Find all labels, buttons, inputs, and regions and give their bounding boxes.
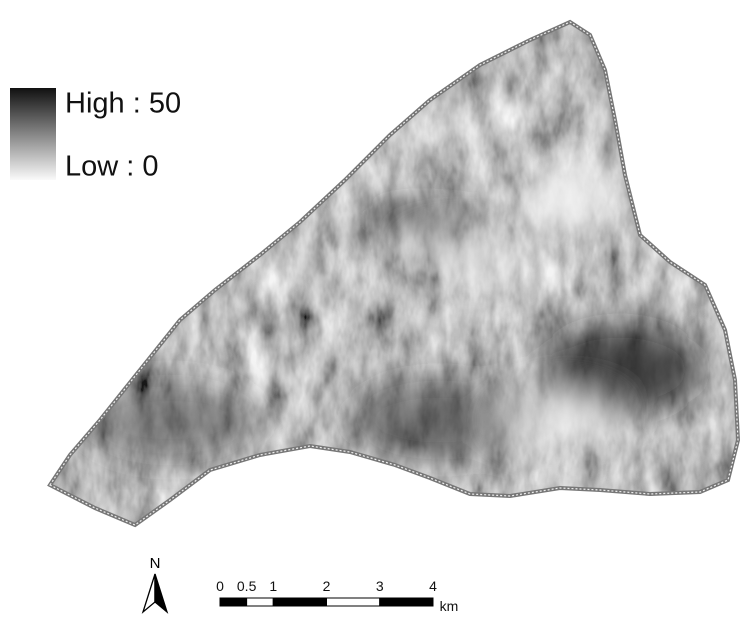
scale-bar: 0 0.5 1 2 3 4km [216,578,458,614]
scale-tick-label: 2 [323,578,331,594]
legend-high: High : 50 [65,88,181,120]
scale-tick-label: 0 [216,578,224,594]
map-figure: High : 50 Low : 0 N 0 0.5 1 2 3 4km [0,0,745,617]
scale-tick-label: 4 [429,578,437,594]
legend-ramp [10,88,56,180]
north-label: N [150,555,161,572]
scale-segment [247,598,274,606]
north-arrow: N [143,555,167,612]
scale-unit: km [440,598,459,614]
scale-segment [380,598,433,606]
scale-tick-label: 3 [376,578,384,594]
scale-segment [273,598,326,606]
scale-segment [327,598,380,606]
scale-tick-label: 1 [269,578,277,594]
legend-low: Low : 0 [65,151,159,183]
scale-segment [220,598,247,606]
scale-tick-label: 0.5 [237,578,257,594]
